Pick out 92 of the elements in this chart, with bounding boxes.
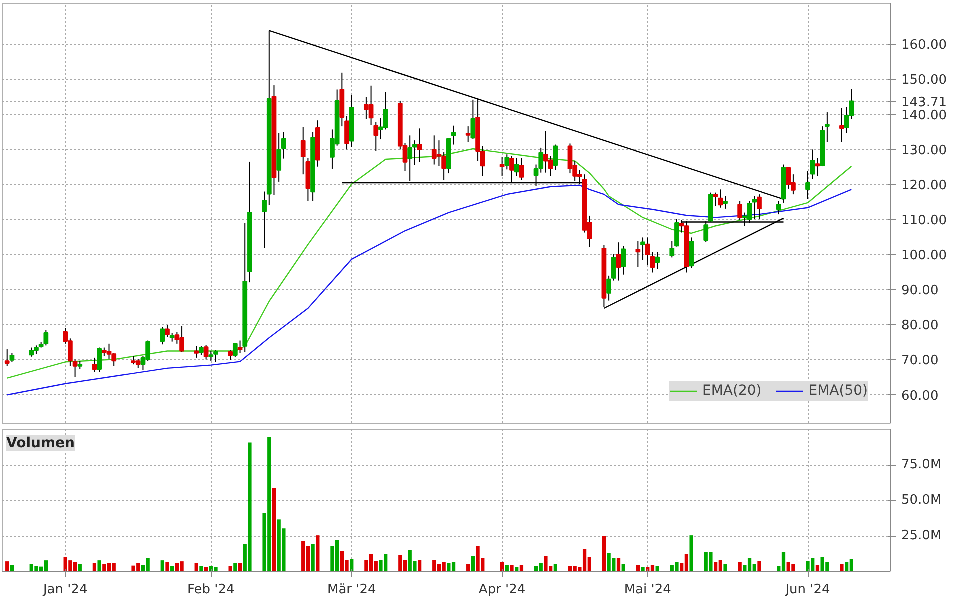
y-tick-label: 100.00 [902, 248, 947, 264]
y-tick-label: 25.0M [902, 528, 942, 544]
x-tick-label: Mär '24 [327, 582, 376, 598]
candlestick [204, 344, 209, 360]
candlestick [228, 350, 234, 361]
x-tick-label: Jun '24 [784, 582, 830, 598]
candlestick [238, 340, 243, 354]
bar [641, 567, 645, 572]
bar [200, 566, 204, 572]
bar [616, 558, 621, 572]
y-tick-label: 120.00 [902, 178, 947, 194]
bar [160, 560, 164, 572]
candlestick [10, 352, 15, 363]
candlestick [655, 252, 660, 270]
candlestick [282, 132, 286, 160]
candlestick [757, 194, 762, 220]
y-tick-label: 160.00 [902, 38, 947, 54]
bar [98, 560, 102, 572]
bar [758, 561, 762, 572]
candlestick [92, 357, 98, 373]
candlestick [824, 112, 830, 143]
bar [204, 567, 208, 572]
candlestick [810, 149, 816, 180]
candlestick [519, 158, 524, 181]
candlestick [374, 122, 379, 152]
legend-label: EMA(20) [702, 383, 762, 399]
x-tick-label: Jan '24 [42, 582, 88, 598]
bar [166, 562, 170, 572]
candlestick [606, 275, 612, 302]
candlestick [262, 191, 267, 249]
candlestick [300, 126, 306, 176]
candlestick [194, 346, 200, 358]
bar [418, 560, 422, 572]
y-tick-label: 143.71 [902, 95, 947, 110]
candlestick [232, 343, 238, 358]
bar [316, 536, 320, 572]
y-tick-label: 110.00 [902, 213, 947, 228]
bar [840, 564, 844, 572]
candlestick [412, 140, 418, 166]
candlestick [500, 156, 505, 177]
bar [170, 566, 174, 572]
bar [311, 544, 315, 572]
candlestick [417, 128, 422, 163]
bar [510, 565, 514, 572]
bar [656, 566, 660, 572]
y-tick-label: 50.0M [902, 493, 942, 508]
candlestick [611, 254, 616, 282]
bar [272, 488, 276, 572]
y-tick-label: 80.00 [902, 318, 939, 334]
candlestick [165, 324, 170, 338]
bar [690, 536, 694, 572]
y-tick-label: 130.00 [902, 143, 947, 158]
y-tick-label: 75.0M [902, 458, 942, 472]
candlestick [752, 196, 758, 220]
candlestick [806, 170, 810, 200]
candlestick [276, 132, 282, 182]
candlestick [636, 240, 641, 268]
candlestick [815, 158, 820, 177]
candlestick [4, 349, 10, 367]
candlestick [640, 237, 646, 261]
candlestick [160, 326, 166, 346]
line-series [6, 148, 852, 379]
candlestick [470, 99, 476, 140]
candlestick [723, 196, 728, 210]
bar [6, 562, 10, 572]
candlestick [670, 240, 675, 258]
x-tick-label: Mai '24 [624, 582, 672, 598]
legend-label: EMA(50) [808, 383, 868, 399]
bar [724, 564, 728, 572]
x-tick-label: Apr '24 [478, 582, 526, 598]
y-tick-label: 90.00 [902, 284, 939, 299]
candlestick [776, 200, 782, 216]
candlestick [199, 346, 204, 356]
candlestick [97, 347, 102, 373]
y-tick-label: 70.00 [902, 354, 939, 369]
y-tick-label: 140.00 [902, 108, 947, 124]
candlestick [451, 125, 456, 146]
x-tick-label: Feb '24 [188, 582, 235, 598]
bar [602, 536, 606, 572]
candlestick [514, 158, 520, 177]
candlestick [674, 218, 680, 248]
candlestick [616, 242, 622, 282]
chart-title: Volumen [6, 436, 76, 452]
candlestick [466, 126, 471, 143]
bar [515, 567, 519, 572]
bar [228, 566, 232, 572]
y-tick-label: 150.00 [902, 73, 947, 88]
candlestick [344, 116, 350, 150]
candlestick [72, 359, 78, 378]
bar [471, 556, 476, 572]
candlestick [840, 108, 844, 143]
y-tick-label: 60.00 [902, 388, 939, 404]
